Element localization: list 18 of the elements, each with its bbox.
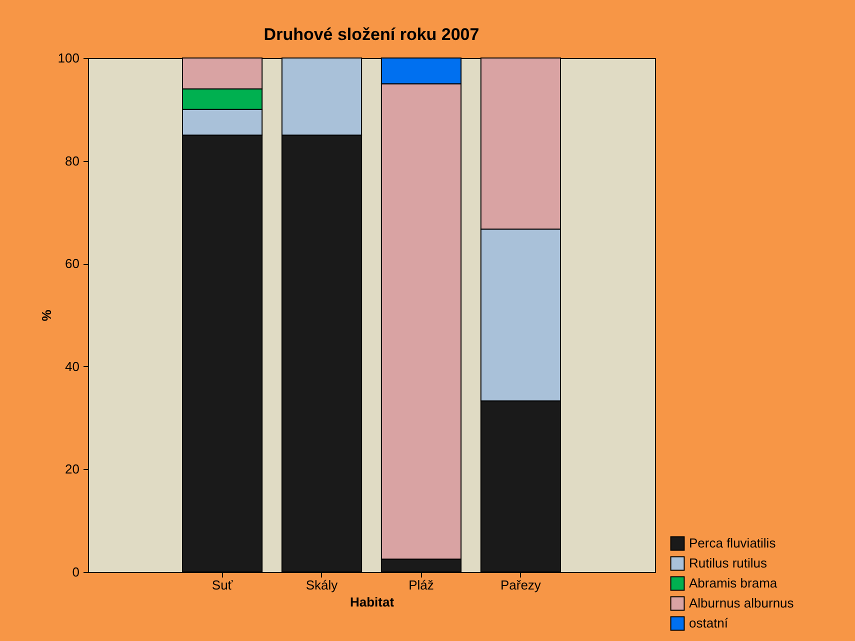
legend-label: Alburnus alburnus (689, 596, 794, 610)
x-tick-label: Pařezy (500, 578, 542, 592)
legend-label: Perca fluviatilis (689, 536, 776, 550)
y-tick-label: 100 (58, 50, 80, 66)
legend-label: Rutilus rutilus (689, 556, 768, 570)
y-tick-label: 60 (65, 256, 80, 272)
legend-label: ostatní (689, 616, 728, 630)
y-tick-label: 40 (65, 358, 80, 374)
x-tick-label: Skály (306, 578, 338, 592)
x-tick-label: Suť (212, 578, 233, 592)
y-tick-label: 0 (72, 564, 80, 580)
x-tick-label: Pláž (408, 578, 434, 592)
legend-label: Abramis brama (689, 576, 778, 590)
y-axis-title: % (38, 309, 54, 322)
x-axis-title: Habitat (350, 594, 395, 610)
y-tick-label: 20 (65, 462, 80, 477)
chart-title: Druhové složení roku 2007 (264, 25, 480, 44)
y-tick-label: 80 (65, 153, 80, 168)
